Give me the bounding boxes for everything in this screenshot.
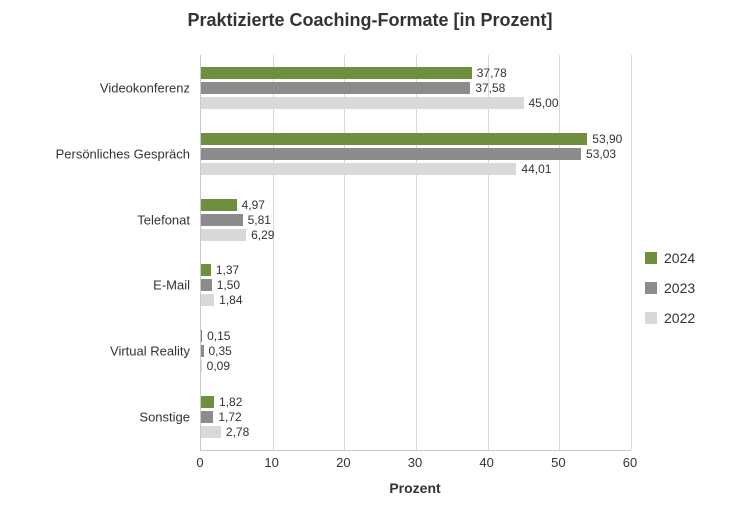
legend: 2024 2023 2022 — [645, 250, 695, 340]
gridline — [559, 55, 560, 450]
bar-value-label: 45,00 — [529, 97, 559, 109]
gridline — [631, 55, 632, 450]
gridline — [273, 55, 274, 450]
category-label: E-Mail — [0, 278, 190, 293]
bar-value-label: 1,82 — [219, 396, 242, 408]
bar-value-label: 1,50 — [217, 279, 240, 291]
bar-value-label: 53,90 — [592, 133, 622, 145]
gridline — [488, 55, 489, 450]
legend-label-2022: 2022 — [664, 310, 695, 326]
x-tick-label: 30 — [408, 455, 422, 470]
category-label: Telefonat — [0, 212, 190, 227]
bar-value-label: 5,81 — [248, 214, 271, 226]
bar-group: 0,15 0,35 0,09 — [201, 330, 631, 372]
bar — [201, 279, 212, 291]
legend-swatch-2022 — [645, 312, 657, 324]
bar-value-label: 2,78 — [226, 426, 249, 438]
bar — [201, 97, 524, 109]
x-tick-label: 60 — [623, 455, 637, 470]
bar — [201, 148, 581, 160]
x-axis-label: Prozent — [200, 480, 630, 496]
bar-value-label: 0,35 — [209, 345, 232, 357]
bar — [201, 163, 516, 175]
bar — [201, 294, 214, 306]
category-label: Virtual Reality — [0, 344, 190, 359]
x-tick-label: 10 — [264, 455, 278, 470]
legend-swatch-2023 — [645, 282, 657, 294]
bar-value-label: 0,15 — [207, 330, 230, 342]
gridline — [344, 55, 345, 450]
gridline — [416, 55, 417, 450]
bar — [201, 199, 237, 211]
legend-item-2022: 2022 — [645, 310, 695, 326]
bar — [201, 396, 214, 408]
bar-group: 37,78 37,58 45,00 — [201, 67, 631, 109]
legend-item-2023: 2023 — [645, 280, 695, 296]
bar-group: 4,97 5,81 6,29 — [201, 199, 631, 241]
category-label: Persönliches Gespräch — [0, 146, 190, 161]
x-tick-label: 40 — [479, 455, 493, 470]
bar — [201, 426, 221, 438]
legend-label-2024: 2024 — [664, 250, 695, 266]
bar-value-label: 1,84 — [219, 294, 242, 306]
bar-value-label: 1,37 — [216, 264, 239, 276]
bar — [201, 82, 470, 94]
legend-label-2023: 2023 — [664, 280, 695, 296]
x-tick-label: 50 — [551, 455, 565, 470]
bar-value-label: 1,72 — [218, 411, 241, 423]
legend-swatch-2024 — [645, 252, 657, 264]
bar-value-label: 37,78 — [477, 67, 507, 79]
plot-area: 37,78 37,58 45,00 53,90 53,03 44,01 4,97 5,81 6,… — [200, 55, 631, 451]
chart-title: Praktizierte Coaching-Formate [in Prozen… — [0, 10, 740, 31]
bar — [201, 360, 202, 372]
bar — [201, 214, 243, 226]
bar-value-label: 0,09 — [207, 360, 230, 372]
bar — [201, 345, 204, 357]
bar-group: 1,82 1,72 2,78 — [201, 396, 631, 438]
bar — [201, 67, 472, 79]
bar-value-label: 53,03 — [586, 148, 616, 160]
x-tick-label: 0 — [196, 455, 203, 470]
chart-container: Praktizierte Coaching-Formate [in Prozen… — [0, 0, 740, 518]
bar-group: 1,37 1,50 1,84 — [201, 264, 631, 306]
bar — [201, 229, 246, 241]
bar-value-label: 6,29 — [251, 229, 274, 241]
bar-value-label: 4,97 — [242, 199, 265, 211]
category-label: Videokonferenz — [0, 80, 190, 95]
x-tick-label: 20 — [336, 455, 350, 470]
bar-value-label: 37,58 — [475, 82, 505, 94]
bar — [201, 264, 211, 276]
bar — [201, 133, 587, 145]
legend-item-2024: 2024 — [645, 250, 695, 266]
bar — [201, 411, 213, 423]
bar-value-label: 44,01 — [521, 163, 551, 175]
bar-group: 53,90 53,03 44,01 — [201, 133, 631, 175]
bar — [201, 330, 202, 342]
category-label: Sonstige — [0, 410, 190, 425]
